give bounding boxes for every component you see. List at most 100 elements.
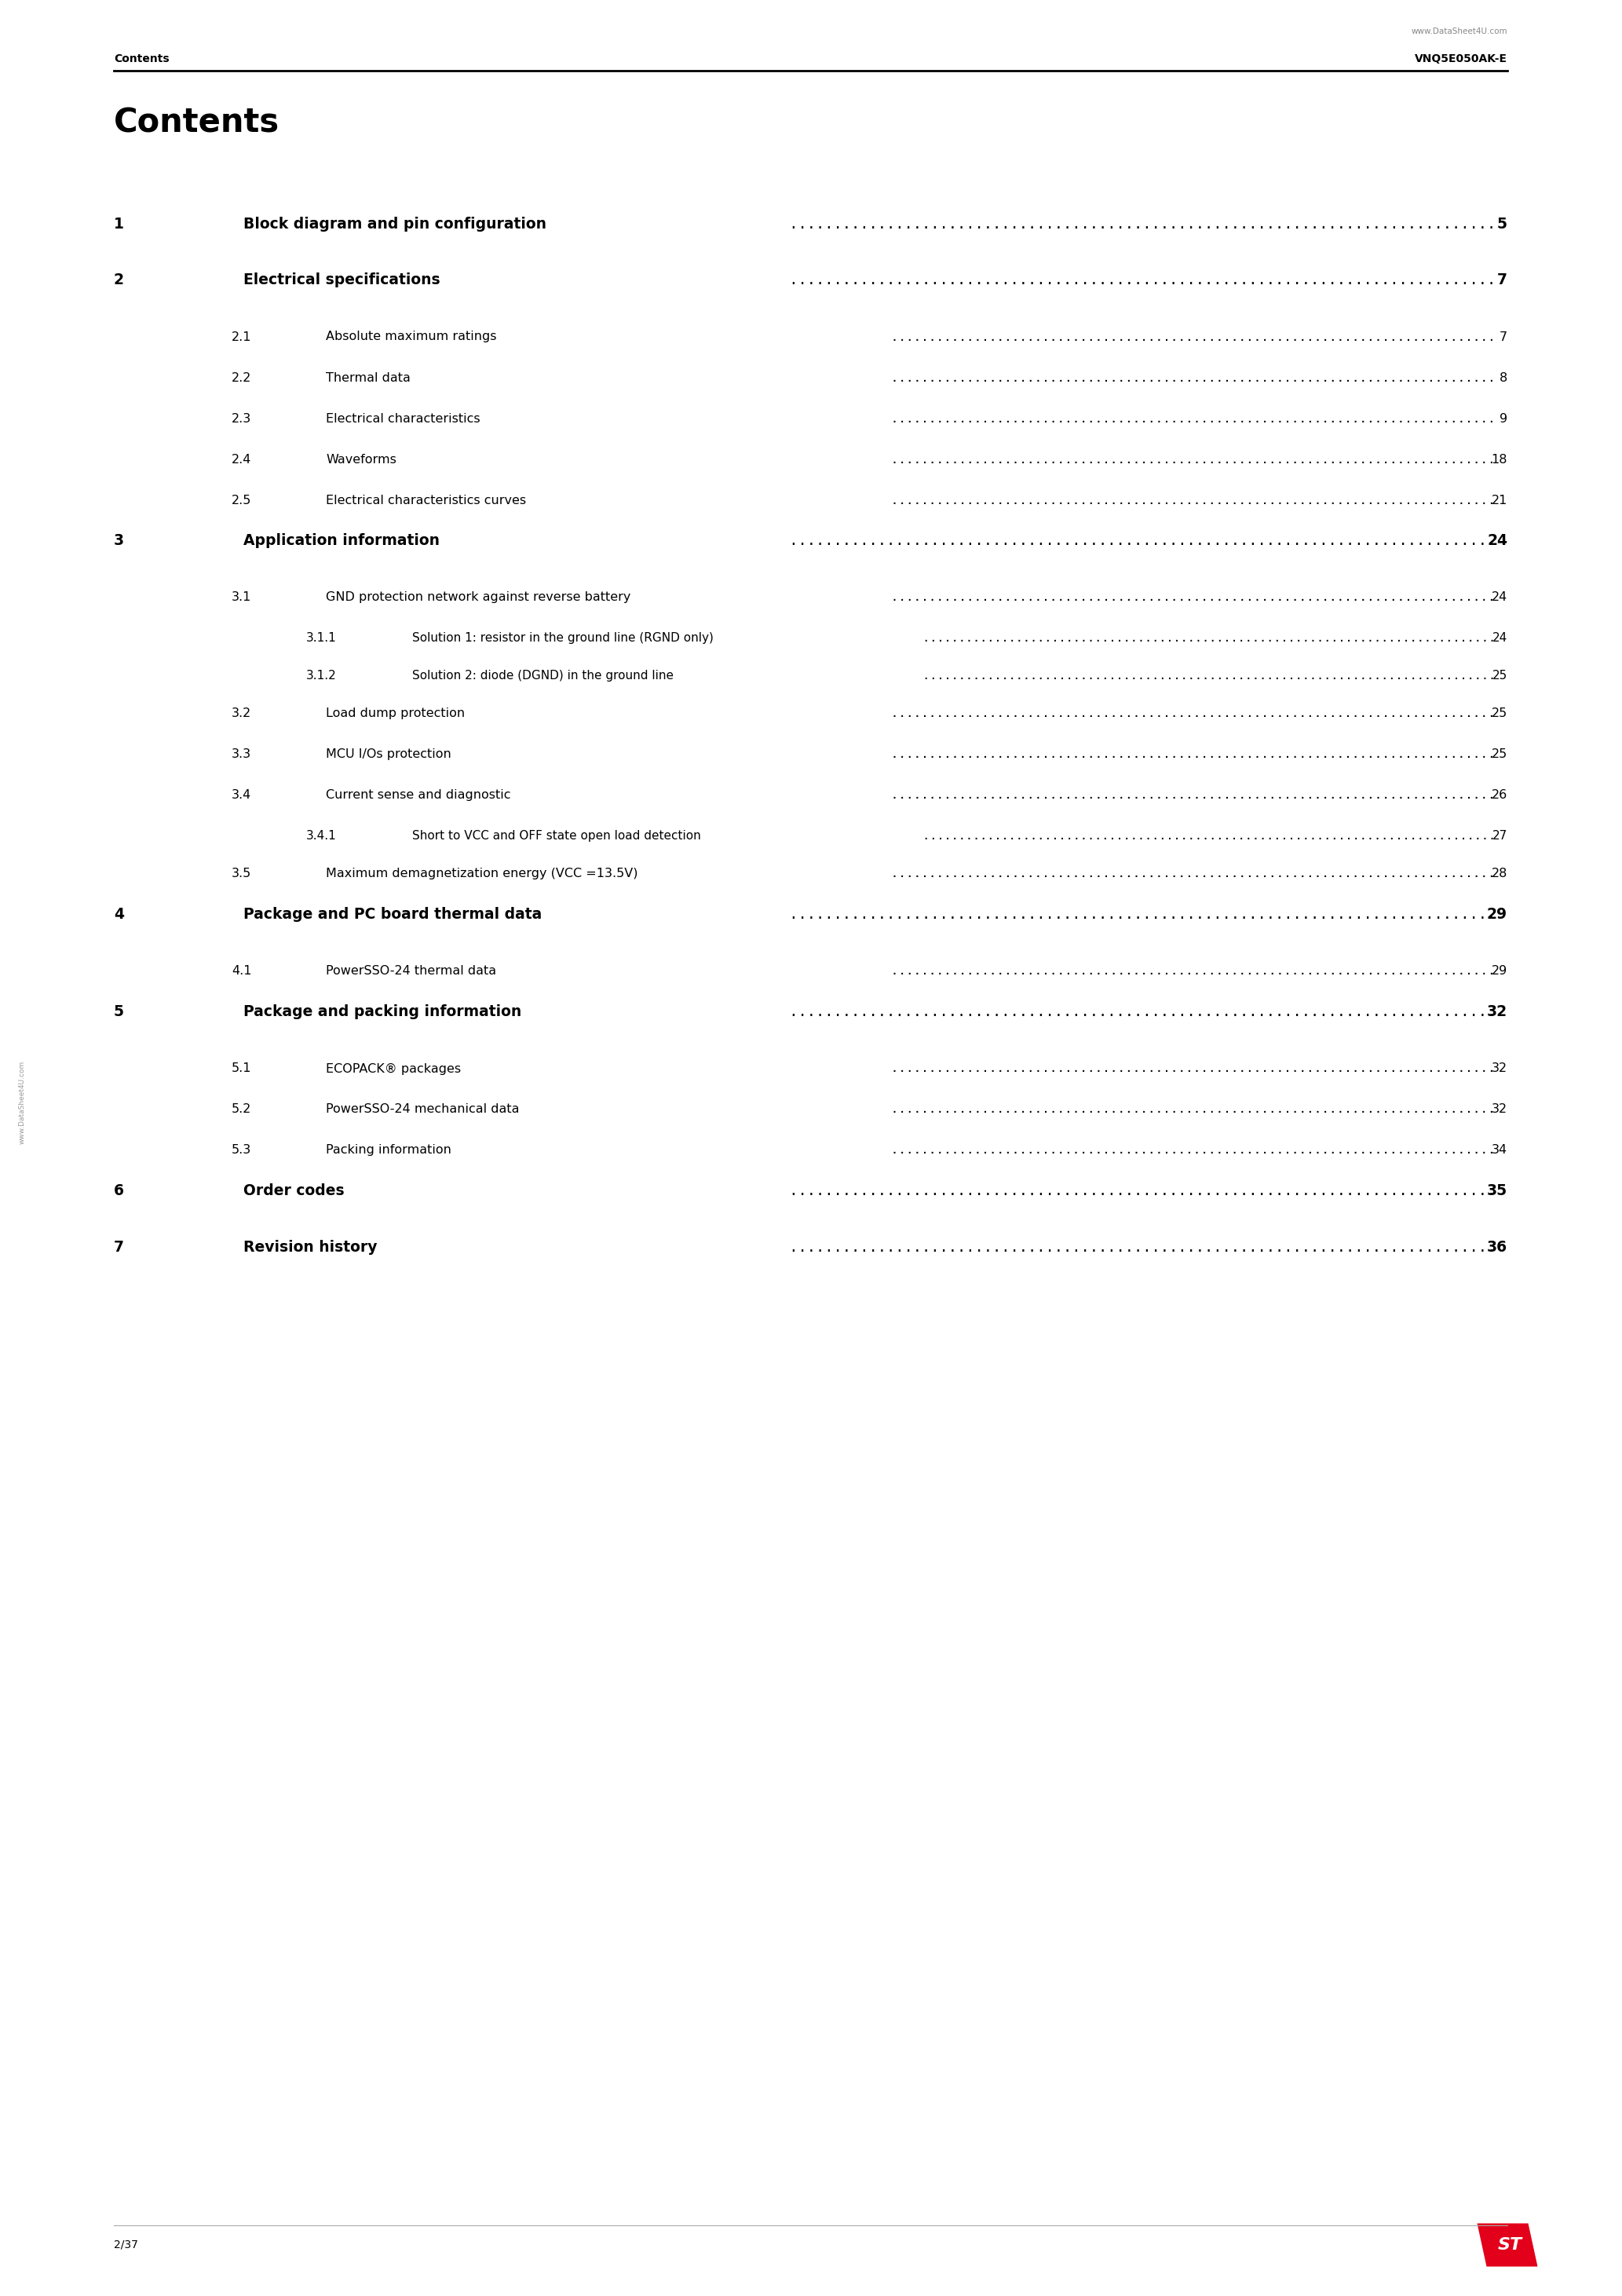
Text: ................................................................................: ........................................… bbox=[884, 1063, 1495, 1075]
Text: 3.1.1: 3.1.1 bbox=[307, 631, 337, 645]
Text: www.DataSheet4U.com: www.DataSheet4U.com bbox=[18, 1061, 26, 1143]
Text: 32: 32 bbox=[1492, 1063, 1507, 1075]
Text: Block diagram and pin configuration: Block diagram and pin configuration bbox=[243, 216, 547, 232]
Text: 4: 4 bbox=[114, 907, 123, 923]
Text: Contents: Contents bbox=[114, 106, 279, 140]
Text: 5.3: 5.3 bbox=[232, 1143, 251, 1157]
Text: 3.4: 3.4 bbox=[232, 790, 251, 801]
Text: ................................................................................: ........................................… bbox=[884, 455, 1495, 466]
Text: 7: 7 bbox=[114, 1240, 123, 1256]
Text: ................................................................................: ........................................… bbox=[884, 372, 1495, 383]
Text: 2.3: 2.3 bbox=[232, 413, 251, 425]
Text: 24: 24 bbox=[1492, 592, 1507, 604]
Text: Solution 1: resistor in the ground line (RGND only): Solution 1: resistor in the ground line … bbox=[412, 631, 714, 645]
Text: 5: 5 bbox=[1497, 216, 1507, 232]
Text: 3.2: 3.2 bbox=[232, 707, 251, 719]
Text: 2/37: 2/37 bbox=[114, 2239, 138, 2250]
Text: Waveforms: Waveforms bbox=[326, 455, 396, 466]
Text: 7: 7 bbox=[1497, 273, 1507, 287]
Text: 2.5: 2.5 bbox=[232, 494, 251, 505]
Text: ................................................................................: ........................................… bbox=[780, 1006, 1495, 1019]
Polygon shape bbox=[1478, 2223, 1538, 2266]
Text: 29: 29 bbox=[1492, 964, 1507, 978]
Text: ................................................................................: ........................................… bbox=[884, 1143, 1495, 1157]
Text: 25: 25 bbox=[1492, 707, 1507, 719]
Text: Thermal data: Thermal data bbox=[326, 372, 410, 383]
Text: ................................................................................: ........................................… bbox=[780, 907, 1495, 923]
Text: ................................................................................: ........................................… bbox=[915, 631, 1495, 645]
Text: ................................................................................: ........................................… bbox=[884, 331, 1495, 342]
Text: ................................................................................: ........................................… bbox=[884, 868, 1495, 879]
Text: GND protection network against reverse battery: GND protection network against reverse b… bbox=[326, 592, 631, 604]
Text: 24: 24 bbox=[1487, 533, 1507, 549]
Text: ECOPACK® packages: ECOPACK® packages bbox=[326, 1063, 461, 1075]
Text: 7: 7 bbox=[1499, 331, 1507, 342]
Text: PowerSSO-24 mechanical data: PowerSSO-24 mechanical data bbox=[326, 1104, 519, 1116]
Text: 29: 29 bbox=[1487, 907, 1507, 923]
Text: ................................................................................: ........................................… bbox=[915, 831, 1495, 843]
Text: ................................................................................: ........................................… bbox=[884, 790, 1495, 801]
Text: 28: 28 bbox=[1491, 868, 1507, 879]
Text: Electrical characteristics: Electrical characteristics bbox=[326, 413, 480, 425]
Text: 18: 18 bbox=[1491, 455, 1507, 466]
Text: Order codes: Order codes bbox=[243, 1185, 344, 1199]
Text: 1: 1 bbox=[114, 216, 123, 232]
Text: VNQ5E050AK-E: VNQ5E050AK-E bbox=[1414, 53, 1507, 64]
Text: 34: 34 bbox=[1492, 1143, 1507, 1157]
Text: 3: 3 bbox=[114, 533, 125, 549]
Text: Electrical specifications: Electrical specifications bbox=[243, 273, 440, 287]
Text: Application information: Application information bbox=[243, 533, 440, 549]
Text: 25: 25 bbox=[1492, 748, 1507, 760]
Text: 35: 35 bbox=[1487, 1185, 1507, 1199]
Text: Absolute maximum ratings: Absolute maximum ratings bbox=[326, 331, 496, 342]
Text: ................................................................................: ........................................… bbox=[780, 1185, 1495, 1199]
Text: ................................................................................: ........................................… bbox=[884, 707, 1495, 719]
Text: Package and PC board thermal data: Package and PC board thermal data bbox=[243, 907, 542, 923]
Text: ................................................................................: ........................................… bbox=[780, 1240, 1495, 1256]
Text: 2.1: 2.1 bbox=[232, 331, 251, 342]
Text: 5.2: 5.2 bbox=[232, 1104, 251, 1116]
Text: 5.1: 5.1 bbox=[232, 1063, 251, 1075]
Text: 6: 6 bbox=[114, 1185, 123, 1199]
Text: 9: 9 bbox=[1499, 413, 1507, 425]
Text: Load dump protection: Load dump protection bbox=[326, 707, 466, 719]
Text: ................................................................................: ........................................… bbox=[884, 413, 1495, 425]
Text: ................................................................................: ........................................… bbox=[884, 964, 1495, 978]
Text: 4.1: 4.1 bbox=[232, 964, 251, 978]
Text: ................................................................................: ........................................… bbox=[884, 494, 1495, 505]
Text: ................................................................................: ........................................… bbox=[884, 592, 1495, 604]
Text: 2: 2 bbox=[114, 273, 123, 287]
Text: 3.1.2: 3.1.2 bbox=[307, 670, 337, 682]
Text: Current sense and diagnostic: Current sense and diagnostic bbox=[326, 790, 511, 801]
Text: Solution 2: diode (DGND) in the ground line: Solution 2: diode (DGND) in the ground l… bbox=[412, 670, 673, 682]
Text: 25: 25 bbox=[1492, 670, 1507, 682]
Text: 27: 27 bbox=[1492, 831, 1507, 843]
Text: 2.2: 2.2 bbox=[232, 372, 251, 383]
Text: 24: 24 bbox=[1492, 631, 1507, 645]
Text: 3.3: 3.3 bbox=[232, 748, 251, 760]
Text: Short to VCC and OFF state open load detection: Short to VCC and OFF state open load det… bbox=[412, 831, 701, 843]
Text: ................................................................................: ........................................… bbox=[780, 533, 1495, 549]
Text: 36: 36 bbox=[1487, 1240, 1507, 1256]
Text: 8: 8 bbox=[1499, 372, 1507, 383]
Text: Maximum demagnetization energy (VCC =13.5V): Maximum demagnetization energy (VCC =13.… bbox=[326, 868, 637, 879]
Text: Package and packing information: Package and packing information bbox=[243, 1006, 522, 1019]
Text: ................................................................................: ........................................… bbox=[884, 748, 1495, 760]
Text: 3.5: 3.5 bbox=[232, 868, 251, 879]
Text: 2.4: 2.4 bbox=[232, 455, 251, 466]
Text: MCU I/Os protection: MCU I/Os protection bbox=[326, 748, 451, 760]
Text: PowerSSO-24 thermal data: PowerSSO-24 thermal data bbox=[326, 964, 496, 978]
Text: Revision history: Revision history bbox=[243, 1240, 378, 1256]
Text: ................................................................................: ........................................… bbox=[915, 670, 1495, 682]
Text: 26: 26 bbox=[1492, 790, 1507, 801]
Text: ................................................................................: ........................................… bbox=[780, 273, 1495, 287]
Text: 32: 32 bbox=[1492, 1104, 1507, 1116]
Text: 3.4.1: 3.4.1 bbox=[307, 831, 337, 843]
Text: ................................................................................: ........................................… bbox=[780, 216, 1495, 232]
Text: ST: ST bbox=[1497, 2236, 1521, 2252]
Text: Contents: Contents bbox=[114, 53, 169, 64]
Text: 5: 5 bbox=[114, 1006, 123, 1019]
Text: www.DataSheet4U.com: www.DataSheet4U.com bbox=[1411, 28, 1507, 34]
Text: 32: 32 bbox=[1487, 1006, 1507, 1019]
Text: Packing information: Packing information bbox=[326, 1143, 451, 1157]
